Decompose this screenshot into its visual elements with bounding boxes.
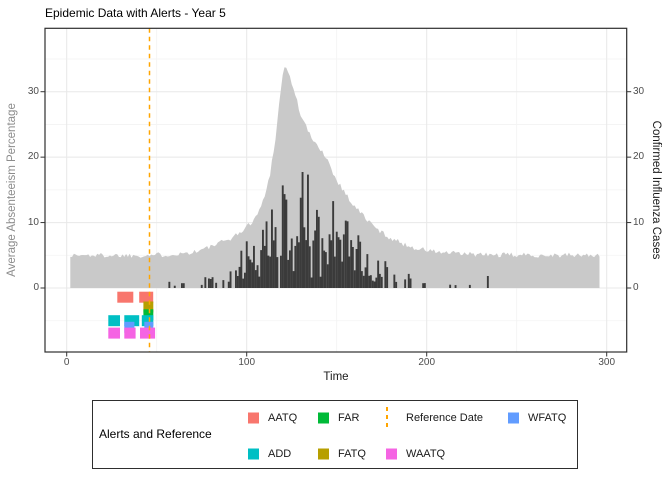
alert-block-add	[108, 315, 120, 327]
panel-border	[44, 27, 628, 353]
y-tick-label-right: 20	[633, 151, 645, 163]
y-tick-label-left: 20	[27, 151, 39, 163]
legend-item-label: AATQ	[268, 411, 298, 424]
legend-key-square	[318, 412, 329, 423]
alert-block-waatq	[108, 327, 120, 339]
legend-key-dashed-line-icon	[386, 406, 388, 429]
chart-title: Epidemic Data with Alerts - Year 5	[45, 6, 226, 20]
alert-block-far	[143, 309, 154, 321]
legend-item-label: WFATQ	[528, 411, 567, 424]
legend-item-label: FATQ	[338, 447, 366, 460]
y-tick-label-left: 30	[27, 85, 39, 97]
x-tick-label: 100	[238, 357, 256, 368]
alert-block-waatq	[124, 327, 136, 339]
cases-area	[70, 67, 600, 288]
x-axis-title: Time	[323, 371, 349, 383]
alert-block-add	[124, 315, 140, 327]
legend-title: Alerts and Reference	[99, 427, 212, 441]
alert-block-add	[141, 315, 154, 327]
axis-tick-marks	[40, 91, 632, 357]
alert-block-waatq	[140, 327, 156, 339]
legend-key-square	[248, 448, 259, 459]
legend-key-square	[318, 448, 329, 459]
y-tick-label-right: 10	[633, 216, 645, 228]
legend-item-label: FAR	[338, 411, 360, 424]
alert-block-aatq	[139, 291, 154, 303]
alert-block-wfatq	[124, 321, 135, 333]
absenteeism-bars	[168, 172, 489, 288]
y-tick-label-left: 10	[27, 216, 39, 228]
x-tick-label: 0	[63, 357, 70, 368]
y-tick-label-right: 30	[633, 85, 645, 97]
left-axis-title: Average Absenteeism Percentage	[6, 103, 18, 277]
legend-key-square	[386, 448, 397, 459]
right-axis-title: Confirmed Influenza Cases	[650, 120, 662, 260]
legend-item-label: Reference Date	[406, 411, 484, 424]
alert-block-fatq	[143, 301, 154, 313]
legend-key-square	[508, 412, 519, 423]
x-tick-label: 300	[598, 357, 616, 368]
y-tick-label-left: 0	[33, 282, 39, 293]
legend-item-label: WAATQ	[406, 447, 446, 460]
legend-item-label: ADD	[268, 447, 292, 460]
legend-box	[92, 400, 578, 469]
x-tick-label: 200	[418, 357, 436, 368]
alert-block-aatq	[117, 291, 134, 303]
y-tick-label-right: 0	[633, 282, 639, 293]
alert-markers	[108, 291, 156, 339]
legend-key-square	[248, 412, 259, 423]
